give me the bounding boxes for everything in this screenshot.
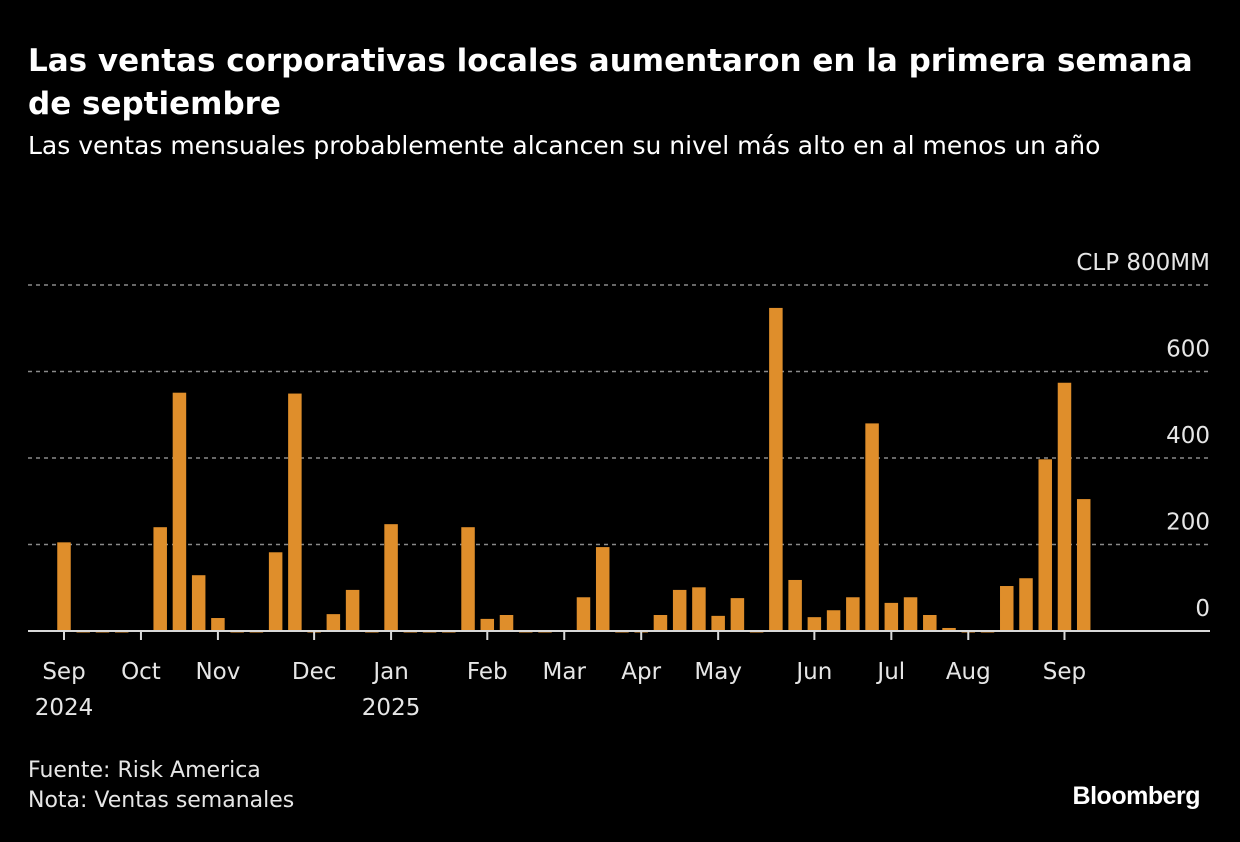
x-tick-label: May <box>694 659 742 685</box>
chart-subtitle: Las ventas mensuales probablemente alcan… <box>28 131 1101 160</box>
x-axis: Sep 2024 Oct Nov Dec Jan 2025 Feb Mar Apr May Jun Ju… <box>28 630 1210 721</box>
bar <box>942 627 956 631</box>
bar <box>692 587 706 631</box>
y-tick-label: CLP 800MM <box>1076 250 1210 276</box>
bar <box>903 597 918 631</box>
bar <box>595 547 610 631</box>
bar <box>57 542 71 631</box>
bar <box>384 524 398 631</box>
bar <box>268 552 283 631</box>
chart-title: Las ventas corporativas locales aumentar… <box>28 43 1193 122</box>
gridlines <box>28 284 1210 546</box>
bar <box>288 393 302 631</box>
bar <box>846 597 860 631</box>
bar <box>730 598 745 631</box>
y-tick-label: 200 <box>1166 510 1210 536</box>
bars <box>57 307 1091 633</box>
bar <box>1038 459 1052 631</box>
bar <box>672 589 687 631</box>
bar <box>788 579 802 631</box>
y-tick-label: 600 <box>1166 337 1210 363</box>
x-tick-label: Nov <box>195 659 240 685</box>
bar <box>191 575 206 631</box>
bar <box>1076 499 1091 631</box>
bar <box>865 423 879 631</box>
footnote: Nota: Ventas semanales <box>28 788 295 813</box>
y-tick-label: 0 <box>1195 596 1210 622</box>
bar <box>499 614 514 631</box>
bar <box>576 597 591 631</box>
bar <box>461 527 475 631</box>
bar <box>1019 578 1033 631</box>
x-tick-label: Jul <box>875 659 905 685</box>
bar <box>211 618 225 631</box>
bar <box>826 610 841 631</box>
x-tick-label: Oct <box>121 659 161 685</box>
bar <box>807 617 822 631</box>
bar <box>653 614 668 631</box>
bar <box>1057 382 1072 631</box>
bar <box>884 602 899 631</box>
bar <box>172 392 187 631</box>
bar <box>1000 586 1014 631</box>
x-tick-label: Dec <box>292 659 337 685</box>
bar <box>711 615 725 631</box>
source-note: Fuente: Risk America <box>28 758 261 783</box>
bar <box>153 527 167 631</box>
y-axis-labels: 0 200 400 600 CLP 800MM <box>1076 250 1210 622</box>
bloomberg-logo: Bloomberg <box>1072 782 1201 810</box>
bar <box>345 589 360 631</box>
x-tick-label: Sep <box>42 659 85 685</box>
bar <box>480 618 495 631</box>
bar <box>923 614 937 631</box>
x-tick-label: Jun <box>794 659 832 685</box>
y-tick-label: 400 <box>1166 423 1210 449</box>
bar <box>769 307 783 631</box>
x-tick-year: 2024 <box>35 695 94 721</box>
x-tick-label: Feb <box>467 659 508 685</box>
x-tick-label: Jan <box>371 659 408 685</box>
x-tick-label: Sep <box>1043 659 1086 685</box>
x-tick-year: 2025 <box>362 695 421 721</box>
x-tick-label: Aug <box>946 659 991 685</box>
x-tick-label: Apr <box>621 659 661 685</box>
x-tick-label: Mar <box>543 659 587 685</box>
bar <box>326 614 341 631</box>
